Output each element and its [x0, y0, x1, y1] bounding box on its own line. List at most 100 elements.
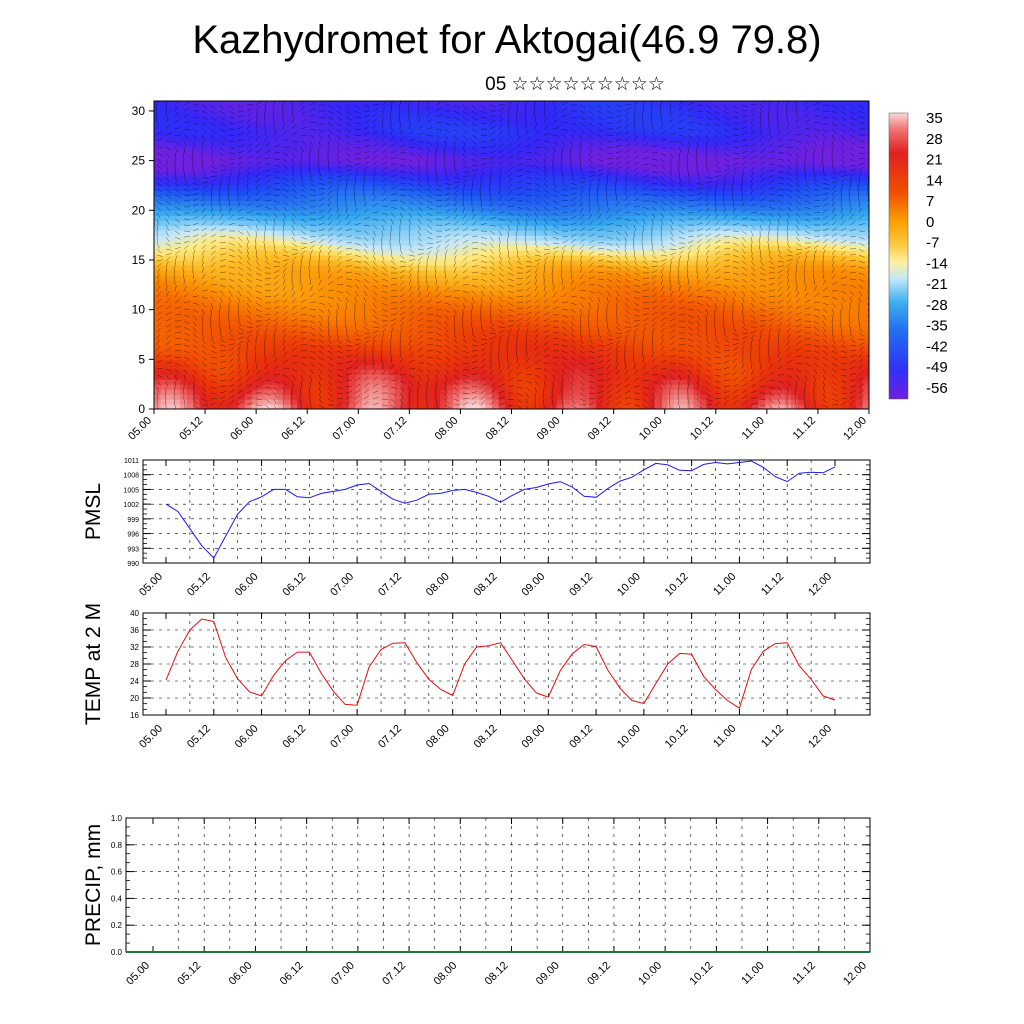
heatmap-cell — [589, 389, 597, 395]
heatmap-cell — [329, 329, 337, 336]
heatmap-cell — [154, 334, 162, 341]
heatmap-cell — [245, 284, 253, 291]
heatmap-cell — [674, 379, 682, 385]
heatmap-cell — [238, 225, 246, 231]
heatmap-cell — [628, 339, 636, 346]
heatmap-cell — [713, 374, 721, 380]
heatmap-cell — [524, 210, 532, 216]
heatmap-cell — [557, 289, 565, 296]
heatmap-cell — [797, 269, 805, 276]
heatmap-cell — [238, 205, 246, 211]
heatmap-cell — [667, 210, 675, 216]
heatmap-cell — [258, 294, 266, 301]
heatmap-cell — [563, 329, 571, 336]
heatmap-cell — [258, 180, 266, 187]
heatmap-cell — [550, 304, 558, 311]
heatmap-cell — [193, 205, 201, 211]
heatmap-cell — [225, 205, 233, 211]
heatmap-cell — [453, 289, 461, 296]
heatmap-cell — [758, 339, 766, 346]
heatmap-cell — [836, 195, 844, 201]
heatmap-cell — [440, 255, 448, 261]
heatmap-cell — [160, 329, 168, 336]
heatmap-cell — [524, 259, 532, 266]
heatmap-cell — [297, 245, 305, 251]
heatmap-cell — [375, 309, 383, 316]
heatmap-cell — [771, 259, 779, 266]
heatmap-cell — [719, 374, 727, 380]
heatmap-cell — [622, 394, 630, 400]
heatmap-cell — [271, 195, 279, 201]
heatmap-cell — [589, 284, 597, 291]
heatmap-cell — [193, 299, 201, 306]
heatmap-cell — [784, 235, 792, 241]
heatmap-cell — [245, 215, 253, 221]
heatmap-cell — [511, 379, 519, 385]
heatmap-cell — [511, 319, 519, 326]
heatmap-cell — [576, 389, 584, 395]
heatmap-cell — [414, 334, 422, 341]
heatmap-cell — [862, 245, 869, 251]
heatmap-cell — [700, 379, 708, 385]
heatmap-cell — [700, 245, 708, 251]
heatmap-cell — [648, 369, 656, 375]
heatmap-cell — [836, 394, 844, 400]
heatmap-cell — [466, 349, 474, 355]
heatmap-cell — [849, 255, 857, 261]
heatmap-cell — [732, 240, 740, 246]
heatmap-cell — [492, 284, 500, 291]
heatmap-cell — [336, 384, 344, 390]
heatmap-cell — [661, 279, 669, 286]
heatmap-cell — [732, 289, 740, 296]
heatmap-cell — [323, 364, 331, 370]
heatmap-cell — [823, 255, 831, 261]
heatmap-cell — [531, 344, 539, 350]
heatmap-cell — [648, 289, 656, 296]
heatmap-cell — [758, 225, 766, 231]
heatmap-cell — [349, 389, 357, 395]
heatmap-cell — [154, 215, 162, 221]
heatmap-cell — [804, 329, 812, 336]
heatmap-cell — [440, 364, 448, 370]
heatmap-cell — [186, 364, 194, 370]
heatmap-cell — [310, 250, 318, 256]
heatmap-cell — [511, 404, 519, 409]
heatmap-cell — [654, 240, 662, 246]
heatmap-cell — [199, 324, 207, 331]
heatmap-cell — [583, 200, 591, 206]
heatmap-cell — [316, 309, 324, 316]
heatmap-cell — [752, 259, 760, 266]
heatmap-cell — [251, 309, 259, 316]
heatmap-cell — [693, 279, 701, 286]
heatmap-cell — [173, 369, 181, 375]
heatmap-cell — [336, 364, 344, 370]
heatmap-cell — [557, 220, 565, 226]
heatmap-cell — [570, 329, 578, 336]
heatmap-cell — [830, 389, 838, 395]
heatmap-cell — [537, 240, 545, 246]
heatmap-cell — [778, 235, 786, 241]
heatmap-cell — [817, 240, 825, 246]
heatmap-cell — [628, 319, 636, 326]
heatmap-cell — [219, 245, 227, 251]
heatmap-cell — [225, 180, 233, 187]
heatmap-cell — [199, 269, 207, 276]
heatmap-cell — [160, 220, 168, 226]
heatmap-cell — [713, 279, 721, 286]
heatmap-cell — [199, 210, 207, 216]
heatmap-cell — [154, 279, 162, 286]
heatmap-cell — [602, 299, 610, 306]
heatmap-cell — [700, 359, 708, 365]
heatmap-cell — [355, 180, 363, 187]
heatmap-cell — [186, 195, 194, 201]
heatmap-cell — [654, 205, 662, 211]
heatmap-cell — [284, 264, 292, 271]
heatmap-cell — [810, 190, 818, 196]
heatmap-cell — [407, 225, 415, 231]
heatmap-cell — [459, 190, 467, 196]
heatmap-cell — [459, 230, 467, 236]
heatmap-cell — [225, 269, 233, 276]
heatmap-cell — [602, 404, 610, 409]
heatmap-cell — [277, 225, 285, 231]
heatmap-cell — [453, 215, 461, 221]
